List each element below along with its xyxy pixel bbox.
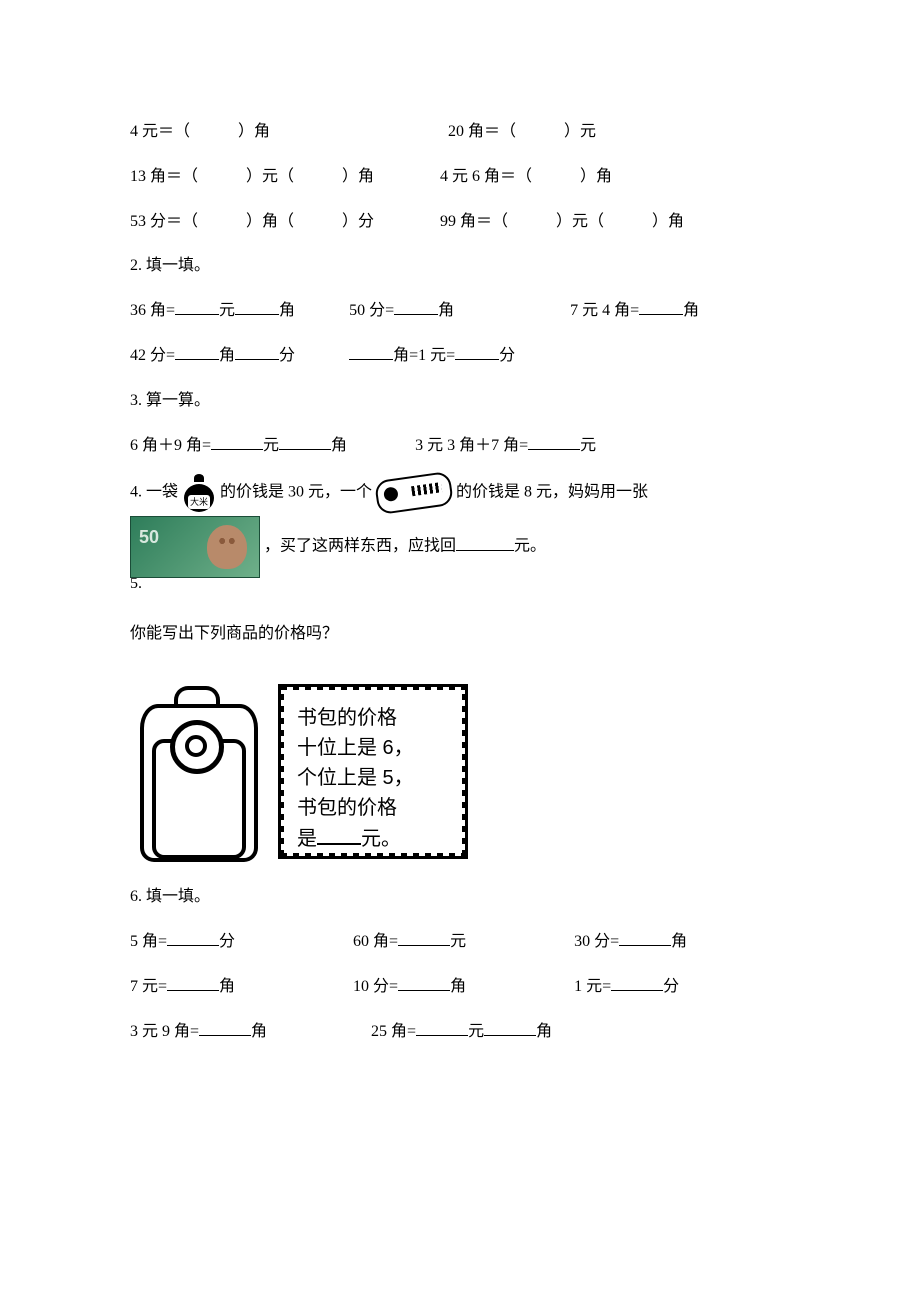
blank[interactable]	[167, 974, 219, 991]
unit: 分	[499, 347, 515, 364]
q4-mid1: 的价钱是 30 元，一个	[220, 484, 372, 501]
q3-b-label: 3 元 3 角＋7 角=	[415, 437, 528, 454]
q6-row2: 7 元= 角 10 分= 角 1 元= 分	[130, 965, 790, 1010]
q2-title: 2. 填一填。	[130, 244, 790, 289]
q2-row1: 36 角= 元 角 50 分= 角 7 元 4 角= 角	[130, 289, 790, 334]
unit: 角	[450, 978, 466, 995]
unit: 角	[683, 302, 699, 319]
q6-r1-a: 5 角=	[130, 933, 167, 950]
blank[interactable]	[528, 433, 580, 450]
backpack-icon	[130, 684, 260, 859]
blank[interactable]	[235, 298, 279, 315]
q1-r3-left: 53 分＝（ ）角（ ）分	[130, 213, 374, 230]
hint-box: 书包的价格 十位上是 6， 个位上是 5， 书包的价格 是 元。	[278, 684, 468, 859]
blank[interactable]	[484, 1019, 536, 1036]
q2-row2: 42 分= 角 分 角=1 元= 分	[130, 334, 790, 379]
q4-pre: 4. 一袋	[130, 484, 178, 501]
q1-r1-right: 20 角＝（ ）元	[448, 123, 596, 140]
hint-l1: 书包的价格	[297, 703, 449, 733]
q6-r2-b: 10 分=	[353, 978, 398, 995]
blank[interactable]	[235, 343, 279, 360]
q1-r2-right: 4 元 6 角＝（ ）角	[440, 168, 612, 185]
q1-row1: 4 元＝（ ）角 20 角＝（ ）元	[130, 110, 790, 155]
q6-row1: 5 角= 分 60 角= 元 30 分= 角	[130, 920, 790, 965]
blank[interactable]	[456, 534, 514, 551]
rice-label: 大米	[188, 495, 210, 509]
unit: 元	[468, 1023, 484, 1040]
blank[interactable]	[619, 929, 671, 946]
unit: 角	[438, 302, 454, 319]
blank[interactable]	[394, 298, 438, 315]
q1-r2-left: 13 角＝（ ）元（ ）角	[130, 168, 374, 185]
banknote-50-icon: 50	[130, 516, 260, 578]
q6-r2-a: 7 元=	[130, 978, 167, 995]
q4-line1: 4. 一袋 大米 的价钱是 30 元，一个 的价钱是 8 元，妈妈用一张	[130, 474, 790, 512]
blank[interactable]	[398, 974, 450, 991]
hint-l3: 个位上是 5，	[297, 763, 449, 793]
blank[interactable]	[199, 1019, 251, 1036]
q4-mid2: 的价钱是 8 元，妈妈用一张	[456, 484, 648, 501]
blank[interactable]	[416, 1019, 468, 1036]
q3-row: 6 角＋9 角= 元 角 3 元 3 角＋7 角= 元	[130, 424, 790, 469]
hint-text: 书包的价格 十位上是 6， 个位上是 5， 书包的价格 是 元。	[291, 695, 455, 854]
blank[interactable]	[611, 974, 663, 991]
banknote-number: 50	[139, 521, 159, 553]
unit: 角	[536, 1023, 552, 1040]
q6-r1-b: 60 角=	[353, 933, 398, 950]
q3-a-label: 6 角＋9 角=	[130, 437, 211, 454]
q2-r1-b-label: 50 分=	[349, 302, 394, 319]
q2-r1-a-label: 36 角=	[130, 302, 175, 319]
q6-r3-b: 25 角=	[371, 1023, 416, 1040]
q1-r3-right: 99 角＝（ ）元（ ）角	[440, 213, 684, 230]
blank[interactable]	[211, 433, 263, 450]
unit: 分	[663, 978, 679, 995]
unit: 元	[219, 302, 235, 319]
unit: 元	[450, 933, 466, 950]
q2-r2-b-mid: 角=1 元=	[393, 347, 455, 364]
q3-title: 3. 算一算。	[130, 379, 790, 424]
remote-icon	[374, 471, 454, 515]
unit: 分	[219, 933, 235, 950]
q6-title: 6. 填一填。	[130, 875, 790, 920]
unit: 角	[251, 1023, 267, 1040]
hint-l2: 十位上是 6，	[297, 733, 449, 763]
q2-r2-a-label: 42 分=	[130, 347, 175, 364]
unit: 元	[580, 437, 596, 454]
hint-l5-pre: 是	[297, 828, 317, 850]
unit: 元。	[514, 538, 546, 555]
q6-row3: 3 元 9 角= 角 25 角= 元 角	[130, 1010, 790, 1055]
blank[interactable]	[167, 929, 219, 946]
q1-row2: 13 角＝（ ）元（ ）角 4 元 6 角＝（ ）角	[130, 155, 790, 200]
unit: 角	[671, 933, 687, 950]
hint-l4: 书包的价格	[297, 793, 449, 823]
hint-l5: 是 元。	[297, 823, 449, 854]
q6-r1-c: 30 分=	[574, 933, 619, 950]
blank[interactable]	[639, 298, 683, 315]
rice-bag-icon: 大米	[182, 474, 216, 512]
unit: 角	[219, 347, 235, 364]
unit: 角	[219, 978, 235, 995]
unit: 角	[331, 437, 347, 454]
q5-illustration-row: 书包的价格 十位上是 6， 个位上是 5， 书包的价格 是 元。	[130, 684, 790, 859]
q2-r1-c-label: 7 元 4 角=	[570, 302, 639, 319]
blank[interactable]	[175, 298, 219, 315]
q4-after: ，买了这两样东西，应找回	[264, 538, 456, 555]
q6-r2-c: 1 元=	[574, 978, 611, 995]
q1-r1-left: 4 元＝（ ）角	[130, 123, 270, 140]
q1-row3: 53 分＝（ ）角（ ）分 99 角＝（ ）元（ ）角	[130, 200, 790, 245]
blank[interactable]	[279, 433, 331, 450]
unit: 元	[263, 437, 279, 454]
q5-prompt: 你能写出下列商品的价格吗？	[130, 612, 790, 657]
blank[interactable]	[175, 343, 219, 360]
blank[interactable]	[398, 929, 450, 946]
q6-r3-a: 3 元 9 角=	[130, 1023, 199, 1040]
q4-line2: 50 ，买了这两样东西，应找回 元。	[130, 516, 790, 578]
hint-l5-post: 元。	[361, 828, 401, 850]
blank[interactable]	[317, 823, 361, 845]
unit: 角	[279, 302, 295, 319]
blank[interactable]	[455, 343, 499, 360]
blank[interactable]	[349, 343, 393, 360]
unit: 分	[279, 347, 295, 364]
worksheet-page: 4 元＝（ ）角 20 角＝（ ）元 13 角＝（ ）元（ ）角 4 元 6 角…	[0, 0, 920, 1302]
